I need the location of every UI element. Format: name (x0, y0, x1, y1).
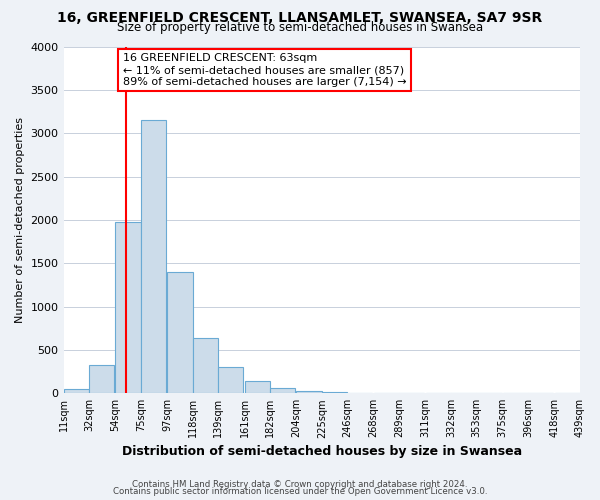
Text: Contains HM Land Registry data © Crown copyright and database right 2024.: Contains HM Land Registry data © Crown c… (132, 480, 468, 489)
Bar (64, 389, 89, 393)
Bar (322, 392, 347, 393)
Bar (167, 272, 193, 393)
Bar (296, 390, 322, 393)
Y-axis label: Number of semi-detached properties: Number of semi-detached properties (15, 117, 25, 323)
Bar (270, 388, 295, 393)
Bar (89, 366, 114, 393)
Text: 16, GREENFIELD CRESCENT, LLANSAMLET, SWANSEA, SA7 9SR: 16, GREENFIELD CRESCENT, LLANSAMLET, SWA… (58, 12, 542, 26)
X-axis label: Distribution of semi-detached houses by size in Swansea: Distribution of semi-detached houses by … (122, 444, 522, 458)
Text: 16 GREENFIELD CRESCENT: 63sqm
← 11% of semi-detached houses are smaller (857)
89: 16 GREENFIELD CRESCENT: 63sqm ← 11% of s… (123, 54, 407, 86)
Bar (218, 367, 244, 393)
Bar (115, 222, 141, 393)
Text: Size of property relative to semi-detached houses in Swansea: Size of property relative to semi-detach… (117, 22, 483, 35)
Text: Contains public sector information licensed under the Open Government Licence v3: Contains public sector information licen… (113, 488, 487, 496)
Bar (193, 338, 218, 393)
Bar (141, 120, 166, 393)
Bar (245, 382, 270, 393)
